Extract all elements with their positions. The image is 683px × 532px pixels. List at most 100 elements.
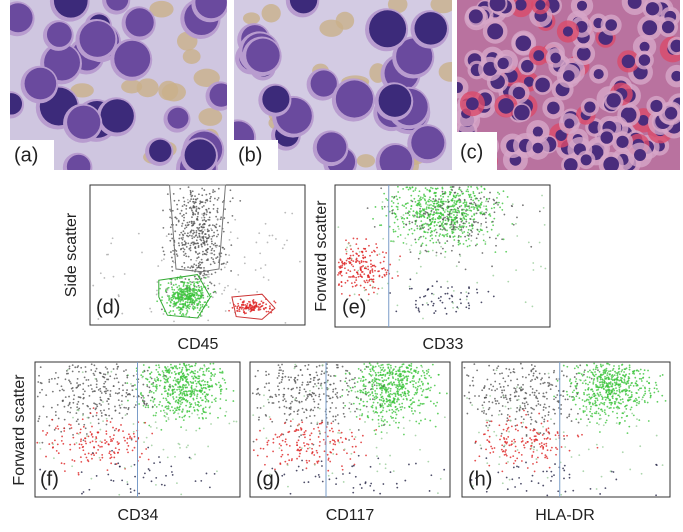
event-dot <box>232 400 235 402</box>
event-dot <box>210 238 213 240</box>
event-dot <box>104 366 107 369</box>
event-dot <box>196 215 199 218</box>
event-dot <box>313 376 315 379</box>
event-dot <box>339 396 342 398</box>
event-dot <box>193 303 196 305</box>
event-dot <box>384 268 387 271</box>
event-dot <box>195 397 198 400</box>
event-dot <box>92 415 94 418</box>
event-dot <box>441 228 444 231</box>
event-dot <box>235 420 238 423</box>
event-dot <box>352 378 355 381</box>
event-dot <box>278 435 281 438</box>
event-dot <box>397 379 400 381</box>
event-dot <box>413 401 416 404</box>
event-dot <box>207 273 210 276</box>
event-dot <box>85 433 88 435</box>
event-dot <box>123 273 126 275</box>
event-dot <box>283 243 286 246</box>
event-dot <box>410 372 413 374</box>
event-dot <box>219 398 222 400</box>
event-dot <box>263 386 266 388</box>
event-dot <box>354 285 357 287</box>
event-dot <box>351 275 354 278</box>
event-dot <box>453 202 456 204</box>
event-dot <box>208 235 211 238</box>
event-dot <box>243 256 246 259</box>
event-dot <box>117 462 120 465</box>
event-dot <box>106 372 109 375</box>
event-dot <box>389 387 392 390</box>
event-dot <box>218 225 221 228</box>
event-dot <box>189 301 191 304</box>
plot-frame <box>334 184 551 328</box>
event-dot <box>166 401 169 404</box>
event-dot <box>404 479 407 482</box>
event-dot <box>420 380 423 383</box>
event-dot <box>180 231 183 234</box>
event-dot <box>160 299 163 302</box>
event-dot <box>196 290 199 293</box>
event-dot <box>181 244 184 247</box>
event-dot <box>311 442 313 445</box>
event-dot <box>99 459 102 461</box>
event-dot <box>457 243 460 246</box>
event-dot <box>153 462 156 465</box>
event-dot <box>283 412 286 415</box>
event-dot <box>386 383 389 386</box>
event-dot <box>310 432 313 435</box>
event-dot <box>369 272 372 275</box>
event-dot <box>348 472 351 475</box>
event-dot <box>437 297 440 300</box>
event-dot <box>405 375 408 378</box>
event-dot <box>411 380 414 382</box>
event-dot <box>126 389 128 391</box>
event-dot <box>195 286 198 288</box>
event-dot <box>174 373 177 376</box>
event-dot <box>455 201 458 204</box>
event-dot <box>165 288 168 290</box>
event-dot <box>166 379 169 382</box>
event-dot <box>112 368 115 370</box>
event-dot <box>190 386 193 389</box>
event-dot <box>380 387 383 389</box>
event-dot <box>424 187 427 190</box>
event-dot <box>150 444 153 447</box>
event-dot <box>380 396 383 399</box>
event-dot <box>259 303 262 305</box>
event-dot <box>431 217 434 220</box>
event-dot <box>460 204 463 207</box>
event-dot <box>480 201 483 204</box>
event-dot <box>252 302 255 305</box>
event-dot <box>169 310 172 313</box>
event-dot <box>182 314 185 317</box>
event-dot <box>196 278 199 281</box>
event-dot <box>350 263 353 266</box>
event-dot <box>414 370 417 373</box>
event-dot <box>459 225 462 228</box>
event-dot <box>188 401 191 404</box>
event-dot <box>462 202 465 205</box>
event-dot <box>191 237 194 240</box>
event-dot <box>289 402 292 405</box>
event-dot <box>77 472 80 474</box>
event-dot <box>295 397 298 399</box>
event-dot <box>175 253 178 256</box>
flow-plot <box>249 361 451 498</box>
event-dot <box>406 366 409 369</box>
event-dot <box>291 212 294 215</box>
event-dot <box>368 279 371 282</box>
event-dot <box>70 382 72 385</box>
event-dot <box>485 208 487 211</box>
event-dot <box>397 384 399 386</box>
event-dot <box>167 407 170 410</box>
event-dot <box>169 369 171 372</box>
event-dot <box>83 423 86 426</box>
event-dot <box>97 444 100 447</box>
event-dot <box>420 235 422 238</box>
event-dot <box>268 234 271 237</box>
event-dot <box>397 228 400 230</box>
event-dot <box>188 363 190 366</box>
event-dot <box>385 400 388 403</box>
event-dot <box>208 370 210 373</box>
